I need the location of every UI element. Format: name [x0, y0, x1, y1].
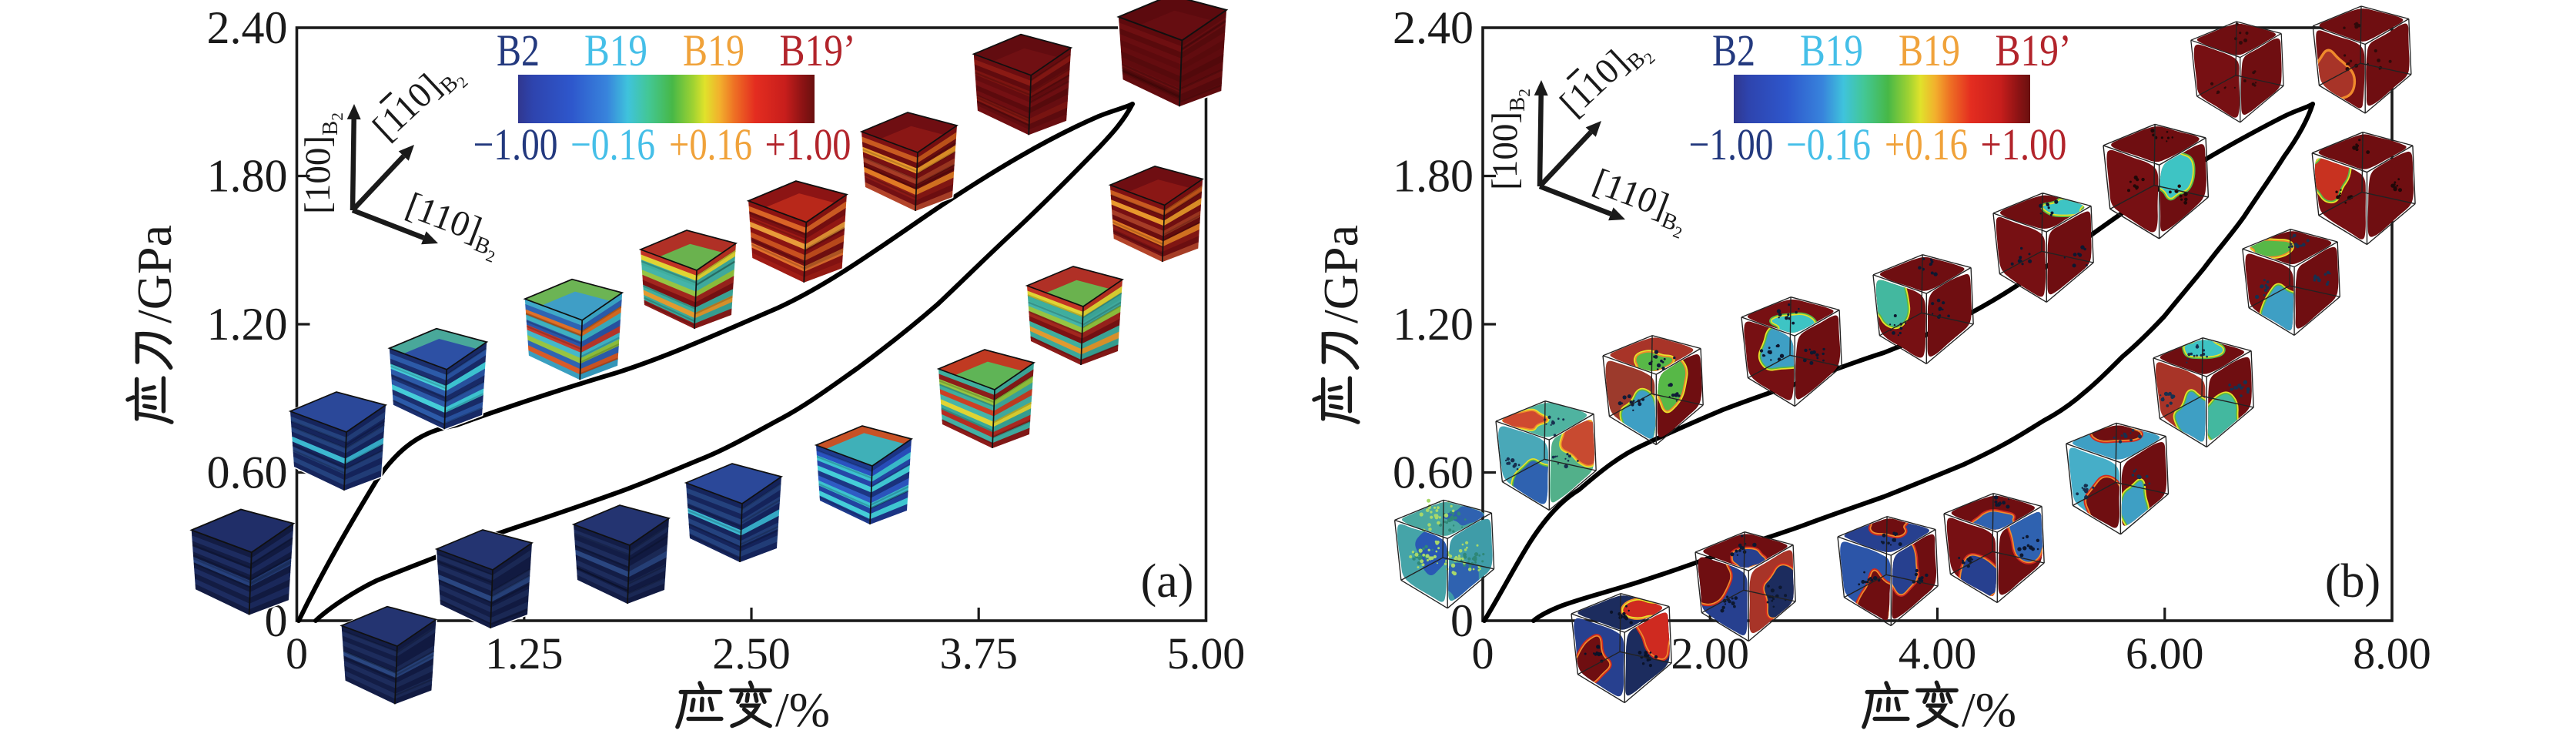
- svg-text:8.00: 8.00: [2353, 628, 2431, 678]
- svg-text:2.50: 2.50: [712, 628, 791, 678]
- svg-text:−1.00: −1.00: [1689, 119, 1774, 169]
- svg-text:/GPa: /GPa: [127, 225, 182, 323]
- svg-text:1.25: 1.25: [485, 628, 564, 678]
- svg-text:B19: B19: [584, 25, 647, 75]
- svg-text:−0.16: −0.16: [570, 119, 655, 169]
- svg-text:4.00: 4.00: [1899, 628, 1977, 678]
- svg-text:B19’: B19’: [1996, 25, 2072, 75]
- svg-text:B2: B2: [497, 25, 540, 75]
- svg-text:(a): (a): [1141, 555, 1194, 608]
- svg-text:B19: B19: [683, 25, 744, 75]
- svg-text:1.80: 1.80: [207, 151, 288, 202]
- svg-text:+0.16: +0.16: [1885, 119, 1968, 169]
- svg-text:−0.16: −0.16: [1786, 119, 1871, 169]
- svg-text:0.60: 0.60: [1393, 447, 1474, 498]
- svg-text:0: 0: [1472, 628, 1494, 678]
- svg-text:2.40: 2.40: [1393, 2, 1474, 53]
- svg-text:+1.00: +1.00: [765, 119, 851, 169]
- svg-text:/%: /%: [775, 682, 830, 737]
- svg-text:+0.16: +0.16: [669, 119, 752, 169]
- svg-text:B19: B19: [1899, 25, 1960, 75]
- svg-text:0.60: 0.60: [207, 447, 288, 498]
- svg-text:5.00: 5.00: [1167, 628, 1246, 678]
- svg-text:B19: B19: [1800, 25, 1863, 75]
- svg-text:B2: B2: [1712, 25, 1755, 75]
- svg-text:0: 0: [1450, 595, 1474, 646]
- svg-text:B19’: B19’: [780, 25, 856, 75]
- svg-text:1.80: 1.80: [1393, 151, 1474, 202]
- svg-text:+1.00: +1.00: [1981, 119, 2067, 169]
- svg-text:−1.00: −1.00: [473, 119, 558, 169]
- svg-text:2.40: 2.40: [207, 2, 288, 53]
- svg-text:2.00: 2.00: [1671, 628, 1749, 678]
- svg-text:1.20: 1.20: [1393, 299, 1474, 350]
- svg-text:(b): (b): [2325, 555, 2380, 608]
- svg-text:1.20: 1.20: [207, 299, 288, 350]
- svg-text:0: 0: [286, 628, 308, 678]
- svg-text:3.75: 3.75: [939, 628, 1018, 678]
- svg-text:/%: /%: [1962, 682, 2016, 737]
- svg-text:6.00: 6.00: [2126, 628, 2204, 678]
- svg-text:/GPa: /GPa: [1313, 225, 1368, 323]
